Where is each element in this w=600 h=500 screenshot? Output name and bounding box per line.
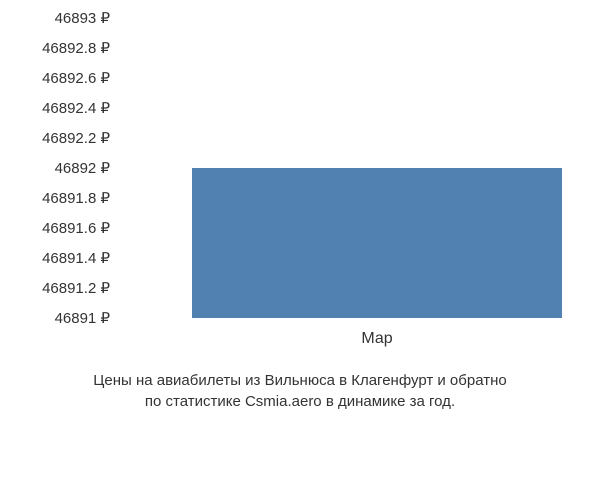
caption-line1: Цены на авиабилеты из Вильнюса в Клагенф… [0, 370, 600, 391]
y-tick-label: 46892.4 ₽ [42, 99, 110, 117]
y-tick-label: 46892.6 ₽ [42, 69, 110, 87]
y-tick-label: 46891.4 ₽ [42, 249, 110, 267]
caption-line2: по статистике Csmia.aero в динамике за г… [0, 391, 600, 412]
y-tick-label: 46892.8 ₽ [42, 39, 110, 57]
y-tick-label: 46893 ₽ [55, 9, 110, 27]
y-tick-label: 46891 ₽ [55, 309, 110, 327]
x-category-label: Мар [361, 330, 392, 348]
y-tick-label: 46891.6 ₽ [42, 219, 110, 237]
chart-caption: Цены на авиабилеты из Вильнюса в Клагенф… [0, 370, 600, 412]
y-tick-label: 46891.2 ₽ [42, 279, 110, 297]
bar [192, 168, 562, 318]
y-tick-label: 46892.2 ₽ [42, 129, 110, 147]
plot-area: Мар [130, 18, 575, 318]
price-chart: 46893 ₽ 46892.8 ₽ 46892.6 ₽ 46892.4 ₽ 46892.… [0, 0, 600, 500]
y-tick-label: 46891.8 ₽ [42, 189, 110, 207]
y-tick-label: 46892 ₽ [55, 159, 110, 177]
